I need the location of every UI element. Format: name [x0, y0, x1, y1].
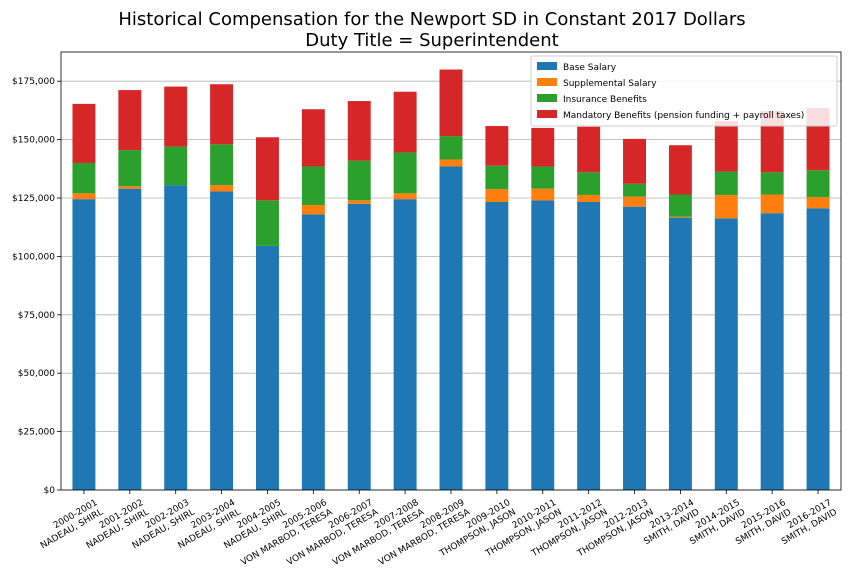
bar-segment-insurance-benefits	[256, 200, 279, 246]
y-tick-label: $0	[44, 486, 56, 496]
chart-title: Historical Compensation for the Newport …	[118, 9, 746, 30]
legend-label: Mandatory Benefits (pension funding + pa…	[563, 111, 804, 121]
bar-segment-supplemental-salary	[668, 216, 692, 218]
bar-segment-supplemental-salary	[347, 200, 371, 204]
bar-segment-supplemental-salary	[531, 188, 555, 201]
legend: Base Salary Supplemental Salary Insurance …	[530, 55, 838, 127]
bar-segment-mandatory-benefits-pension-funding-payroll-taxes	[485, 126, 509, 166]
bar-segment-insurance-benefits	[485, 165, 509, 190]
bar-segment-mandatory-benefits-pension-funding-payroll-taxes	[668, 145, 692, 195]
y-tick-label: $75,000	[18, 311, 55, 321]
bar-segment-mandatory-benefits-pension-funding-payroll-taxes	[531, 127, 555, 167]
bar-segment-mandatory-benefits-pension-funding-payroll-taxes	[439, 69, 463, 137]
bar-segment-mandatory-benefits-pension-funding-payroll-taxes	[623, 138, 646, 184]
bar-segment-base-salary	[806, 208, 830, 491]
legend-label: Insurance Benefits	[563, 95, 647, 105]
bar-segment-mandatory-benefits-pension-funding-payroll-taxes	[210, 84, 234, 145]
bar-segment-insurance-benefits	[760, 172, 784, 195]
bar-segment-base-salary	[347, 203, 371, 490]
bar-segment-supplemental-salary	[439, 159, 463, 167]
legend-swatch	[537, 62, 557, 70]
bar-segment-supplemental-salary	[623, 196, 646, 207]
bar-segment-insurance-benefits	[118, 150, 142, 187]
y-tick-label: $25,000	[18, 428, 55, 438]
bar-segment-supplemental-salary	[577, 194, 601, 202]
bar-segment-base-salary	[393, 199, 417, 490]
y-tick-label: $50,000	[18, 369, 55, 379]
bar-segment-base-salary	[210, 191, 234, 490]
bar-segment-supplemental-salary	[806, 197, 830, 209]
y-tick-label: $100,000	[12, 252, 55, 262]
bar-segment-supplemental-salary	[301, 205, 325, 215]
bar-segment-supplemental-salary	[760, 194, 784, 214]
bar-segment-base-salary	[760, 213, 784, 490]
bar-segment-insurance-benefits	[439, 136, 463, 160]
chart-subtitle: Duty Title = Superintendent	[305, 30, 559, 51]
legend-swatch	[537, 78, 557, 86]
legend-swatch	[537, 94, 557, 102]
bar-segment-mandatory-benefits-pension-funding-payroll-taxes	[577, 126, 601, 173]
bar-segment-mandatory-benefits-pension-funding-payroll-taxes	[72, 103, 96, 163]
bar-segment-base-salary	[485, 201, 509, 491]
bar-segment-supplemental-salary	[210, 185, 234, 192]
legend-swatch	[537, 110, 557, 118]
bar-segment-insurance-benefits	[623, 183, 646, 197]
legend-label: Supplemental Salary	[563, 79, 657, 89]
bar-segment-mandatory-benefits-pension-funding-payroll-taxes	[714, 120, 738, 172]
bar-segment-supplemental-salary	[485, 189, 509, 202]
bar-segment-base-salary	[118, 188, 142, 490]
bar-segment-insurance-benefits	[301, 166, 325, 206]
bar-segment-base-salary	[72, 199, 96, 490]
bar-segment-mandatory-benefits-pension-funding-payroll-taxes	[256, 137, 279, 201]
bar-segment-base-salary	[623, 206, 646, 491]
bar-segment-mandatory-benefits-pension-funding-payroll-taxes	[164, 86, 188, 147]
bar-segment-insurance-benefits	[806, 170, 830, 198]
bar-segment-mandatory-benefits-pension-funding-payroll-taxes	[118, 90, 142, 151]
bar-segment-insurance-benefits	[668, 194, 692, 217]
legend-box	[530, 55, 838, 127]
bar-segment-base-salary	[668, 217, 692, 490]
bar-segment-insurance-benefits	[347, 160, 371, 201]
y-tick-label: $175,000	[12, 77, 55, 87]
bar-segment-supplemental-salary	[393, 193, 417, 200]
bar-segment-insurance-benefits	[393, 152, 417, 194]
bar-segment-base-salary	[256, 245, 279, 490]
bar-segment-supplemental-salary	[72, 193, 96, 200]
bar-segment-insurance-benefits	[531, 166, 555, 189]
bar-segment-insurance-benefits	[164, 146, 188, 186]
bar-segment-mandatory-benefits-pension-funding-payroll-taxes	[347, 101, 371, 161]
bar-segment-mandatory-benefits-pension-funding-payroll-taxes	[393, 91, 417, 153]
bar-segment-base-salary	[531, 200, 555, 490]
bar-segment-insurance-benefits	[210, 144, 234, 186]
plot-frame	[60, 51, 842, 491]
bar-segment-insurance-benefits	[714, 171, 738, 195]
y-tick-label: $150,000	[12, 136, 55, 146]
bar-segment-insurance-benefits	[577, 172, 601, 195]
bar-segment-base-salary	[439, 166, 463, 491]
bar-segment-base-salary	[577, 201, 601, 491]
bar-segment-base-salary	[301, 214, 325, 491]
legend-label: Base Salary	[563, 63, 617, 73]
bar-segment-mandatory-benefits-pension-funding-payroll-taxes	[301, 109, 325, 167]
bar-segment-insurance-benefits	[72, 162, 96, 194]
bar-segment-supplemental-salary	[118, 186, 142, 189]
bar-segment-base-salary	[714, 218, 738, 491]
bar-segment-base-salary	[164, 185, 188, 491]
bar-segment-supplemental-salary	[714, 194, 738, 219]
y-tick-label: $125,000	[12, 194, 55, 204]
